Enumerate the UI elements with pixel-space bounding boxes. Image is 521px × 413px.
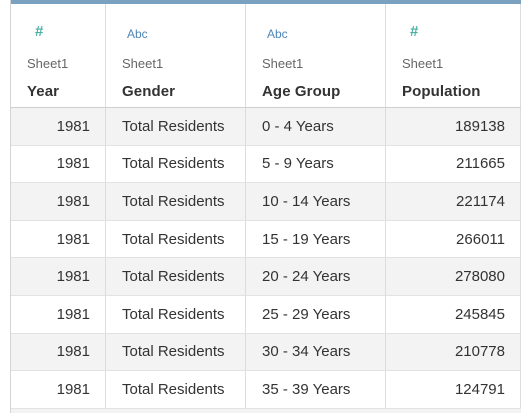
column-header-row: # Sheet1 Year Abc Sheet1 Gender Abc Shee… bbox=[11, 4, 521, 108]
table-row: 1981 Total Residents 0 - 4 Years 189138 bbox=[11, 108, 521, 146]
column-header-age-group[interactable]: Abc Sheet1 Age Group bbox=[246, 4, 386, 107]
cell-gender[interactable]: Total Residents bbox=[106, 146, 246, 183]
cell-population[interactable]: 278080 bbox=[386, 258, 521, 295]
cell-age-group[interactable]: 20 - 24 Years bbox=[246, 258, 386, 295]
table-row: 1981 Total Residents 5 - 9 Years 211665 bbox=[11, 146, 521, 184]
cell-year[interactable]: 1981 bbox=[11, 296, 106, 333]
cell-population[interactable]: 211665 bbox=[386, 146, 521, 183]
cell-gender[interactable]: Total Residents bbox=[106, 183, 246, 220]
cell-age-group[interactable]: 10 - 14 Years bbox=[246, 183, 386, 220]
cell-year[interactable]: 1981 bbox=[11, 108, 106, 145]
number-type-icon[interactable]: # bbox=[410, 26, 418, 38]
cell-age-group[interactable]: 30 - 34 Years bbox=[246, 334, 386, 371]
cell-population[interactable]: 221174 bbox=[386, 183, 521, 220]
cell-year[interactable]: 1981 bbox=[11, 371, 106, 408]
number-type-icon[interactable]: # bbox=[35, 26, 43, 38]
table-row: 1981 Total Residents 25 - 29 Years 24584… bbox=[11, 296, 521, 334]
cell-age-group[interactable]: 15 - 19 Years bbox=[246, 221, 386, 258]
column-source-label: Sheet1 bbox=[122, 56, 163, 71]
cell-gender[interactable]: Total Residents bbox=[106, 108, 246, 145]
cell-population[interactable]: 189138 bbox=[386, 108, 521, 145]
cell-gender[interactable]: Total Residents bbox=[106, 334, 246, 371]
cell-year[interactable]: 1981 bbox=[11, 334, 106, 371]
column-name[interactable]: Population bbox=[402, 83, 481, 100]
column-name[interactable]: Year bbox=[27, 83, 59, 100]
table-row: 1981 Total Residents 15 - 19 Years 26601… bbox=[11, 221, 521, 259]
cell-gender[interactable]: Total Residents bbox=[106, 371, 246, 408]
table-row: 1981 Total Residents 10 - 14 Years 22117… bbox=[11, 183, 521, 221]
cell-year[interactable]: 1981 bbox=[11, 146, 106, 183]
cell-population[interactable]: 124791 bbox=[386, 371, 521, 408]
cell-age-group[interactable]: 0 - 4 Years bbox=[246, 108, 386, 145]
cell-age-group[interactable]: 5 - 9 Years bbox=[246, 146, 386, 183]
cell-year[interactable]: 1981 bbox=[11, 221, 106, 258]
cell-gender[interactable]: Total Residents bbox=[106, 258, 246, 295]
row-gutter bbox=[0, 0, 11, 413]
column-source-label: Sheet1 bbox=[262, 56, 303, 71]
column-header-population[interactable]: # Sheet1 Population bbox=[386, 4, 521, 107]
string-type-icon[interactable]: Abc bbox=[127, 28, 148, 40]
cell-gender[interactable]: Total Residents bbox=[106, 221, 246, 258]
data-grid: # Sheet1 Year Abc Sheet1 Gender Abc Shee… bbox=[11, 0, 521, 413]
table-row: 1981 Total Residents 35 - 39 Years 12479… bbox=[11, 371, 521, 409]
column-name[interactable]: Gender bbox=[122, 83, 175, 100]
table-row-partial bbox=[11, 409, 521, 413]
cell-year[interactable]: 1981 bbox=[11, 183, 106, 220]
cell-age-group[interactable]: 25 - 29 Years bbox=[246, 296, 386, 333]
string-type-icon[interactable]: Abc bbox=[267, 28, 288, 40]
cell-population[interactable]: 210778 bbox=[386, 334, 521, 371]
table-row: 1981 Total Residents 30 - 34 Years 21077… bbox=[11, 334, 521, 372]
cell-population[interactable]: 266011 bbox=[386, 221, 521, 258]
column-source-label: Sheet1 bbox=[402, 56, 443, 71]
cell-age-group[interactable]: 35 - 39 Years bbox=[246, 371, 386, 408]
cell-gender[interactable]: Total Residents bbox=[106, 296, 246, 333]
column-header-year[interactable]: # Sheet1 Year bbox=[11, 4, 106, 107]
table-row: 1981 Total Residents 20 - 24 Years 27808… bbox=[11, 258, 521, 296]
cell-year[interactable]: 1981 bbox=[11, 258, 106, 295]
column-name[interactable]: Age Group bbox=[262, 83, 340, 100]
column-source-label: Sheet1 bbox=[27, 56, 68, 71]
cell-population[interactable]: 245845 bbox=[386, 296, 521, 333]
column-header-gender[interactable]: Abc Sheet1 Gender bbox=[106, 4, 246, 107]
